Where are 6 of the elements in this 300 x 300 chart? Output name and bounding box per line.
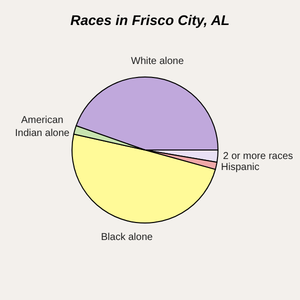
slice-label: Hispanic (221, 162, 260, 173)
slice-label: American Indian alone (15, 115, 70, 139)
slice-label: White alone (131, 56, 184, 67)
slice-label: Black alone (101, 232, 154, 243)
slice-label: 2 or more races (223, 151, 294, 162)
chart-title: Races in Frisco City, AL (70, 12, 230, 28)
